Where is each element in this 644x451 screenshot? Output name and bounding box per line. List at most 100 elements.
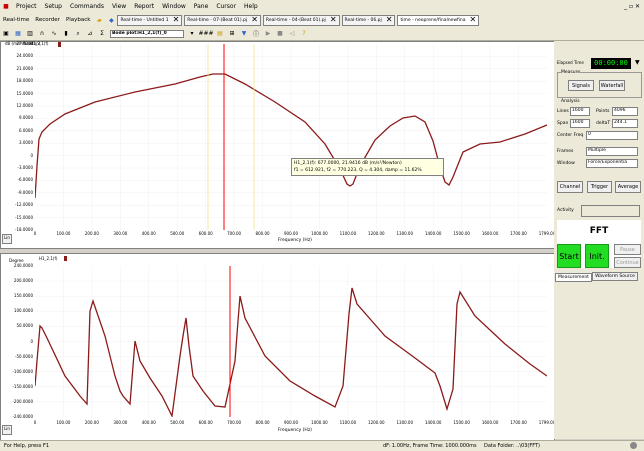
x-tick-label: 100.00 [56,420,71,425]
peak-icon[interactable]: ∩ [39,30,45,37]
top-lin-button[interactable]: Lin [2,234,12,244]
center-freq-input[interactable]: 0 [586,131,638,140]
offset-button[interactable]: ### [198,30,214,37]
channel-button[interactable]: Channel [557,181,583,193]
play-icon[interactable]: ▶ [265,30,271,37]
menu-item[interactable]: Help [244,3,258,10]
x-tick-label: 1200.00 [368,420,385,425]
magnitude-plot[interactable] [0,41,555,249]
status-indicator-icon [630,442,637,449]
tab-06[interactable]: Real-time - 06.pj ✕ [341,14,396,26]
x-tick-label: 1600.00 [481,231,499,236]
x-tick-label: 200.00 [84,420,99,425]
menu-item[interactable]: Pane [193,3,209,10]
init-button[interactable]: Init. [585,244,609,268]
deltat-select[interactable]: 244.1 [612,119,638,128]
palette-icon[interactable]: ◆ [109,16,114,24]
save-icon[interactable]: ▣ [3,30,9,37]
dropdown-arrow-icon[interactable]: ▾ [190,30,194,37]
realtime-button[interactable]: Real-time [3,17,30,23]
grid-icon[interactable]: ▥ [27,30,33,37]
menu-item[interactable]: Window [162,3,186,10]
x-tick-label: 1500.00 [453,420,470,425]
magnitude-trace-area[interactable] [35,44,547,230]
close-icon[interactable]: ✕ [251,15,258,24]
marker-icon[interactable]: ▼ [241,30,247,37]
y-tick-label: 3.0000 [19,140,33,146]
panel-menu-arrow-icon[interactable]: ▼ [635,59,640,66]
phase-trace-area[interactable] [35,266,547,417]
signals-button[interactable]: Signals [568,80,594,91]
close-icon[interactable]: ✕ [329,15,337,24]
plot-select[interactable]: Bode plot:H1_2,1(f)_0 [110,29,184,38]
y-tick-label: -6.0000 [17,177,33,183]
zoom-icon[interactable]: ⌕ [76,29,80,37]
menu-item[interactable]: View [111,3,127,10]
tab-untitled[interactable]: Real-time - Untitled 1 ✕ [117,14,183,26]
sound-icon[interactable]: ◁ [289,30,295,37]
x-tick-label: 1300.00 [396,231,414,236]
continue-button[interactable]: Continue [614,257,641,268]
help-icon[interactable]: ? [302,30,306,37]
x-tick-label: 400.00 [141,420,156,425]
wave-icon[interactable]: ∿ [51,30,57,37]
menu-bar: ■ Project Setup Commands View Report Window Pa… [0,0,644,14]
window-select[interactable]: Force/Exponentia [586,159,638,168]
tab-measurement[interactable]: Measurement [555,273,592,282]
x-tick-label: 500.00 [170,420,185,425]
menu-item[interactable]: Cursor [216,3,237,10]
pause-button[interactable]: Pause [614,244,641,255]
x-tick-label: 1700.00 [510,420,527,425]
open-folder-icon[interactable]: ▰ [97,16,102,24]
chart-icon[interactable]: ⊿ [87,30,93,37]
start-button[interactable]: Start [557,244,581,268]
close-icon[interactable]: ✕ [172,15,180,24]
stop-icon[interactable]: ■ [277,30,283,37]
bars-icon[interactable]: ▮ [64,30,68,37]
x-tick-label: 0 [33,231,37,236]
tab-waveform-source[interactable]: Waveform Source [592,272,638,281]
x-tick-label: 800.00 [255,420,270,425]
close-icon[interactable]: ✕ [385,15,393,24]
tab-neoprene[interactable]: time - neoprene/finalnewfina ✕ [397,14,480,26]
average-button[interactable]: Average [615,181,641,193]
tab-beat07[interactable]: Real-time - 07-(Beat 01).pj ✕ [184,14,261,26]
x-tick-label: 300.00 [113,231,128,236]
y-tick-label: -50.0000 [15,353,33,359]
menu-item[interactable]: Project [16,3,37,10]
y-tick-label: 21.0000 [16,65,33,71]
layout-icon[interactable]: ▦ [15,30,21,37]
bottom-lin-button[interactable]: Lin [2,425,12,435]
x-tick-label: 1000.00 [311,231,328,236]
analysis-label: Analysis [561,99,580,104]
frames-label: Frames [557,149,574,154]
window-label: Window [557,161,575,166]
points-select[interactable]: 4096 [612,107,638,116]
tab-beat04[interactable]: Real-time - 04-(Beat 01).pj ✕ [262,14,340,26]
phase-plot[interactable] [0,253,555,441]
axis-icon[interactable]: Σ [100,30,104,37]
x-tick-label: 1400.00 [424,231,442,236]
x-tick-label: 900.00 [284,231,298,236]
playback-button[interactable]: Playback [65,17,91,23]
window-controls[interactable]: _ ▫ ✕ [624,3,640,10]
x-tick-label: 1100.00 [339,231,357,236]
cursor-tooltip: H1_2,1(f): 677.0000, 21.9416 dB (m/s²/Ne… [291,158,444,176]
x-tick-label: 400.00 [141,231,156,236]
span-select[interactable]: 1600 [570,119,590,128]
menu-item[interactable]: Setup [44,3,62,10]
x-tick-label: 1799.00 [538,231,556,236]
lines-select[interactable]: 1600 [570,107,590,116]
y-tick-label: -200.0000 [12,398,33,404]
menu-item[interactable]: Commands [70,3,104,10]
table-icon[interactable]: ▤ [217,30,223,37]
trigger-button[interactable]: Trigger [587,181,612,193]
recorder-button[interactable]: Recorder [35,17,60,23]
menu-item[interactable]: Report [134,3,155,10]
info-icon[interactable]: ⓘ [252,31,259,38]
frames-select[interactable]: Multiple [586,147,638,156]
cursor-icon[interactable]: ⊞ [229,30,235,37]
fft-label: FFT [589,226,609,236]
waterfall-button[interactable]: Waterfall [599,80,625,91]
close-icon[interactable]: ✕ [469,15,477,24]
